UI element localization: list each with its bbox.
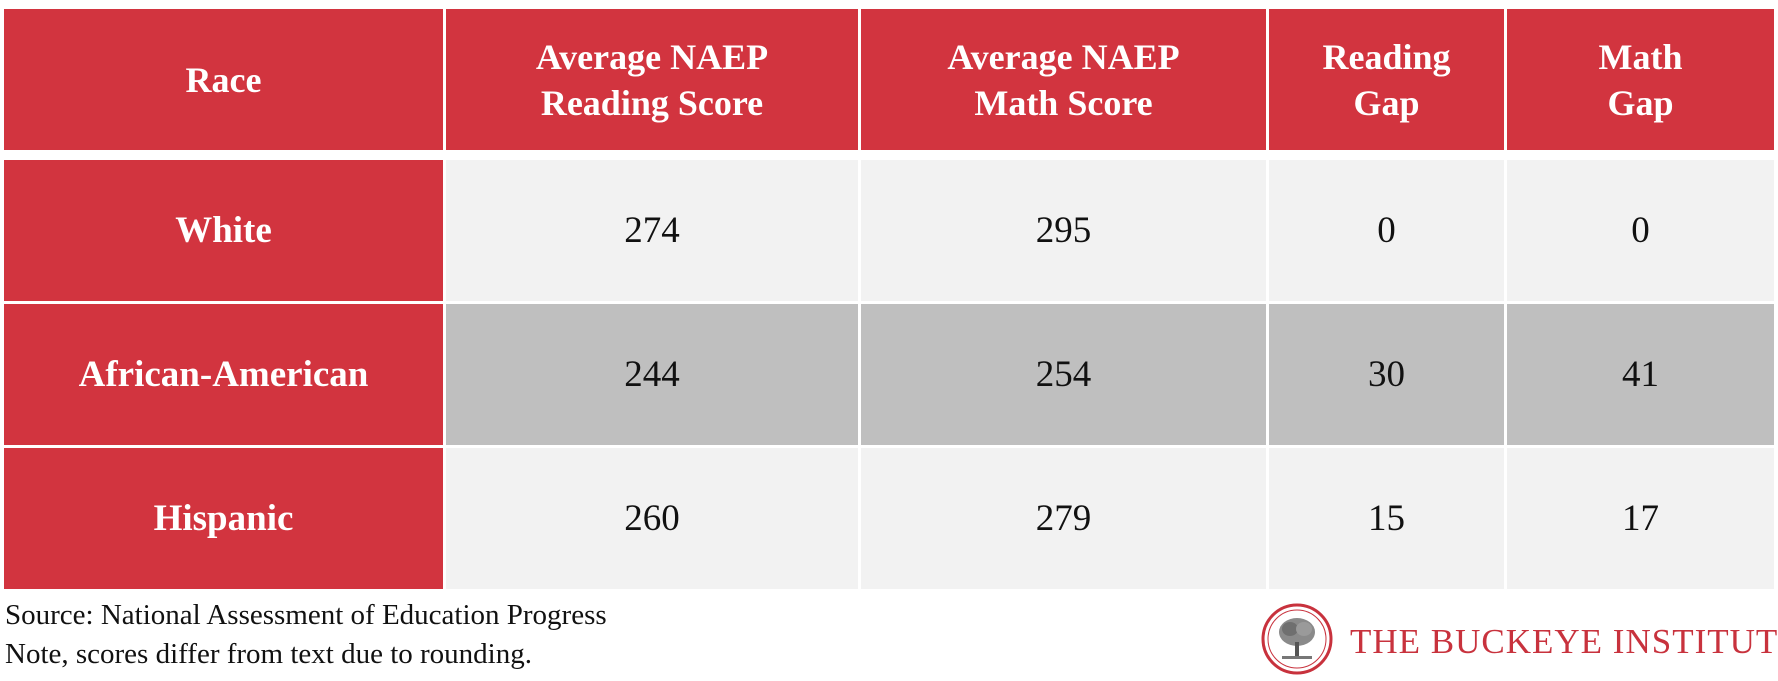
header-math-score-line-2: Math Score (974, 82, 1153, 123)
brand: THE BUCKEYE INSTITUTE (1260, 602, 1778, 678)
cell-african-american-math-gap: 41 (1507, 304, 1774, 445)
header-math-gap: Math Gap (1507, 9, 1774, 150)
header-reading-score-line-1: Average NAEP (535, 36, 769, 77)
rounding-note: Note, scores differ from text due to rou… (5, 638, 532, 670)
row-label-white: White (4, 160, 443, 301)
header-reading-score-line-2: Reading Score (540, 82, 764, 123)
cell-white-math-gap: 0 (1507, 160, 1774, 301)
header-reading-gap: Reading Gap (1269, 9, 1504, 150)
header-math-gap-line-2: Gap (1607, 82, 1674, 123)
tree-seal-icon (1261, 603, 1333, 675)
cell-hispanic-reading: 260 (446, 448, 858, 589)
header-reading-gap-line-1: Reading (1322, 36, 1451, 77)
cell-white-reading-gap: 0 (1269, 160, 1504, 301)
footnotes: Source: National Assessment of Education… (5, 596, 607, 674)
cell-african-american-reading-gap: 30 (1269, 304, 1504, 445)
header-reading-score: Average NAEP Reading Score (446, 9, 858, 150)
cell-white-math: 295 (861, 160, 1266, 301)
cell-white-reading: 274 (446, 160, 858, 301)
header-reading-gap-line-2: Gap (1353, 82, 1420, 123)
header-math-score-line-1: Average NAEP (947, 36, 1180, 77)
header-math-gap-line-1: Math (1598, 36, 1683, 77)
header-race: Race (4, 9, 443, 150)
cell-african-american-reading: 244 (446, 304, 858, 445)
cell-hispanic-math-gap: 17 (1507, 448, 1774, 589)
row-label-african-american: African-American (4, 304, 443, 445)
cell-hispanic-reading-gap: 15 (1269, 448, 1504, 589)
cell-african-american-math: 254 (861, 304, 1266, 445)
source-note: Source: National Assessment of Education… (5, 599, 607, 631)
row-label-hispanic: Hispanic (4, 448, 443, 589)
header-math-score: Average NAEP Math Score (861, 9, 1266, 150)
header-race-line-1: Race (185, 59, 262, 100)
brand-name: THE BUCKEYE INSTITUTE (1350, 622, 1778, 661)
cell-hispanic-math: 279 (861, 448, 1266, 589)
